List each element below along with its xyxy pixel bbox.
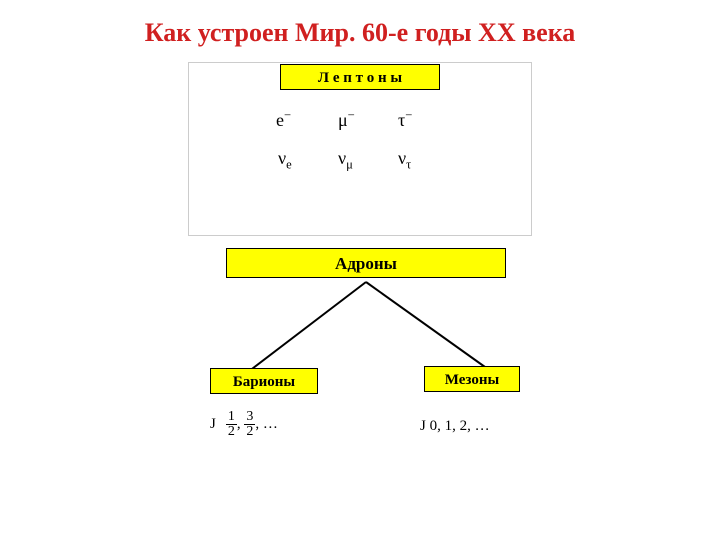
lepton-symbol: ντ — [398, 148, 411, 173]
page-title: Как устроен Мир. 60-е годы ХХ века — [0, 18, 720, 48]
title-text: Как устроен Мир. 60-е годы ХХ века — [145, 18, 576, 47]
hadron-tree — [200, 278, 540, 378]
lepton-symbol: τ− — [398, 108, 412, 131]
leptons-box: Л е п т о н ы — [280, 64, 440, 90]
lepton-symbol: νe — [278, 148, 292, 173]
mesons-box: Мезоны — [424, 366, 520, 392]
spin-mesons: J 0, 1, 2, … — [420, 418, 490, 435]
hadrons-label: Адроны — [335, 254, 397, 273]
baryons-label: Барионы — [233, 374, 295, 390]
lepton-symbol: e− — [276, 108, 291, 131]
lepton-symbol: νμ — [338, 148, 353, 173]
lepton-symbol: μ− — [338, 108, 355, 131]
mesons-label: Мезоны — [445, 372, 499, 388]
spin-mesons-text: J 0, 1, 2, … — [420, 418, 490, 434]
hadrons-box: Адроны — [226, 248, 506, 278]
baryons-box: Барионы — [210, 368, 318, 394]
spin-baryons: J12, 32, … — [210, 410, 278, 439]
leptons-label: Л е п т о н ы — [318, 70, 402, 86]
